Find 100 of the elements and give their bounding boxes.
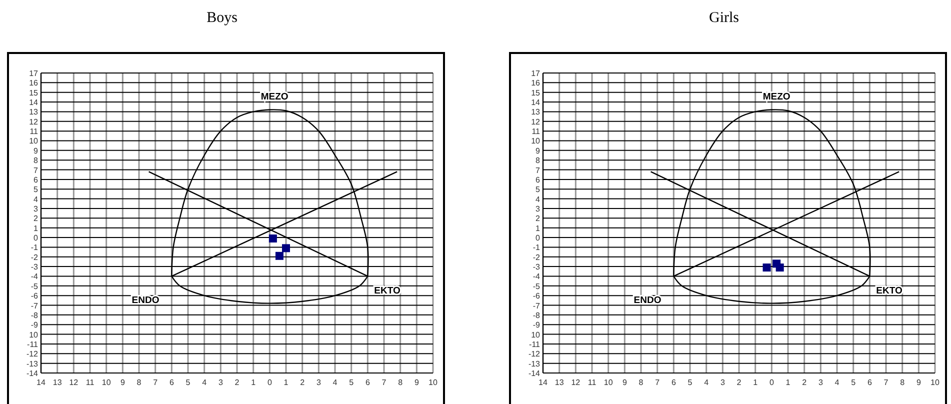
x-tick-label: 11 (86, 378, 95, 387)
y-tick-label: -5 (532, 282, 541, 291)
x-tick-label: 2 (234, 378, 240, 387)
y-tick-label: 16 (531, 78, 541, 88)
annotation: MEZO (762, 92, 790, 103)
x-tick-label: 11 (588, 378, 597, 387)
y-tick-label: 14 (531, 98, 541, 108)
y-tick-label: 3 (34, 204, 39, 214)
x-tick-label: 3 (316, 378, 322, 387)
y-tick-label: 13 (531, 108, 541, 117)
y-tick-label: -1 (532, 243, 541, 252)
y-tick-label: -7 (532, 301, 541, 310)
x-tick-label: 9 (414, 378, 420, 387)
x-tick-label: 8 (900, 378, 906, 387)
y-tick-label: 12 (531, 117, 541, 126)
y-tick-label: 8 (34, 156, 39, 166)
x-tick-label: 2 (300, 378, 306, 387)
y-tick-label: -9 (30, 320, 39, 330)
x-tick-label: 10 (102, 378, 112, 387)
x-tick-label: 8 (638, 378, 644, 387)
x-tick-label: 2 (736, 378, 742, 387)
x-tick-label: 4 (834, 378, 840, 387)
y-tick-label: -8 (532, 310, 541, 320)
x-tick-label: 13 (52, 378, 62, 387)
y-tick-label: 4 (34, 194, 39, 204)
x-tick-label: 9 (916, 378, 922, 387)
x-tick-label: 10 (428, 378, 438, 387)
x-tick-label: 1 (251, 378, 256, 387)
point (275, 252, 284, 260)
x-tick-label: 7 (884, 378, 889, 387)
x-tick-label: 5 (851, 378, 856, 387)
y-tick-label: -6 (532, 292, 541, 301)
annotation: EKTO (876, 285, 902, 296)
annotation: ENDO (634, 294, 662, 306)
x-tick-label: 4 (202, 378, 208, 387)
y-tick-label: -1 (30, 243, 39, 252)
x-tick-label: 7 (382, 378, 387, 387)
x-tick-label: 10 (930, 378, 940, 387)
x-tick-label: 7 (655, 378, 660, 387)
y-tick-label: 16 (29, 78, 39, 88)
y-tick-label: 17 (29, 69, 39, 78)
annotation: MEZO (260, 92, 288, 103)
y-tick-label: 6 (536, 175, 541, 184)
x-tick-label: 10 (604, 378, 614, 387)
y-tick-label: -7 (30, 301, 39, 310)
x-tick-label: 6 (867, 378, 872, 387)
x-tick-label: 1 (753, 378, 758, 387)
y-tick-label: -2 (532, 252, 541, 262)
y-tick-label: 10 (29, 136, 39, 146)
x-tick-label: 8 (136, 378, 142, 387)
y-tick-label: 13 (29, 108, 39, 117)
y-tick-label: -5 (30, 282, 39, 291)
y-tick-label: 0 (536, 234, 541, 243)
y-tick-label: 5 (536, 185, 541, 194)
x-tick-label: 7 (153, 378, 158, 387)
x-tick-label: 6 (365, 378, 370, 387)
y-tick-label: 2 (34, 214, 39, 224)
y-tick-label: 10 (531, 330, 541, 340)
x-tick-label: 2 (802, 378, 808, 387)
point (282, 244, 290, 252)
x-tick-label: 6 (169, 378, 174, 387)
annotation: ENDO (132, 294, 160, 306)
x-tick-label: 0 (267, 378, 272, 387)
x-tick-label: 4 (704, 378, 710, 387)
y-tick-label: 3 (536, 204, 541, 214)
y-tick-label: -3 (532, 262, 541, 272)
y-tick-label: -14 (26, 369, 39, 378)
y-tick-label: -6 (30, 292, 39, 301)
y-tick-label: 12 (29, 117, 39, 126)
x-tick-label: 3 (720, 378, 726, 387)
y-tick-label: 15 (531, 88, 541, 98)
y-tick-label: 9 (34, 146, 39, 156)
x-tick-label: 5 (688, 378, 693, 387)
y-tick-label: 5 (34, 185, 39, 194)
x-tick-label: 1 (786, 378, 791, 387)
y-tick-label: 10 (29, 330, 39, 340)
x-tick-label: 4 (332, 378, 338, 387)
y-tick-label: 11 (532, 127, 541, 136)
x-tick-label: 9 (622, 378, 628, 387)
y-tick-label: -3 (30, 262, 39, 272)
y-tick-label: 1 (536, 224, 541, 233)
chart-title: Boys (206, 10, 238, 26)
x-tick-label: 6 (671, 378, 676, 387)
y-tick-label: 14 (29, 98, 39, 108)
y-tick-label: 7 (34, 166, 39, 175)
y-tick-label: -13 (528, 359, 541, 368)
x-tick-label: 3 (818, 378, 824, 387)
y-tick-label: 10 (531, 136, 541, 146)
y-tick-label: 15 (29, 88, 39, 98)
x-tick-label: 3 (218, 378, 224, 387)
y-tick-label: 7 (536, 166, 541, 175)
y-tick-label: -14 (528, 369, 541, 378)
x-tick-label: 8 (398, 378, 404, 387)
y-tick-label: -4 (30, 272, 39, 282)
x-tick-label: 1 (284, 378, 289, 387)
y-tick-label: -11 (27, 340, 39, 349)
chart-title: Girls (709, 10, 740, 26)
y-tick-label: -4 (532, 272, 541, 282)
x-tick-label: 12 (69, 378, 79, 387)
y-tick-label: 8 (536, 156, 541, 166)
